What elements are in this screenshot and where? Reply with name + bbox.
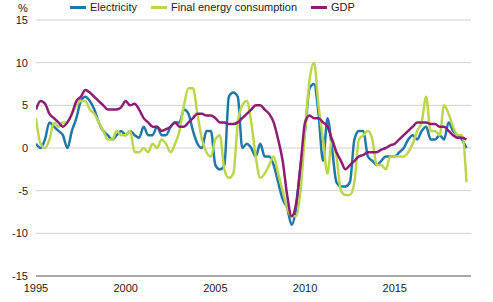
html-text:Electricity: Electricity [90, 1, 138, 13]
svg-text:-5: -5 [18, 185, 28, 197]
svg-text:10: 10 [16, 57, 28, 69]
html-text:GDP: GDP [331, 1, 355, 13]
html-text:Final energy consumption: Final energy consumption [171, 1, 297, 13]
svg-text:15: 15 [16, 14, 28, 26]
svg-text:2000: 2000 [113, 282, 137, 294]
svg-text:1995: 1995 [24, 282, 48, 294]
svg-text:0: 0 [22, 142, 28, 154]
svg-text:-15: -15 [12, 270, 28, 282]
svg-text:2005: 2005 [203, 282, 227, 294]
svg-text:2015: 2015 [383, 282, 407, 294]
svg-text:-10: -10 [12, 227, 28, 239]
svg-text:5: 5 [22, 99, 28, 111]
svg-text:2010: 2010 [293, 282, 317, 294]
